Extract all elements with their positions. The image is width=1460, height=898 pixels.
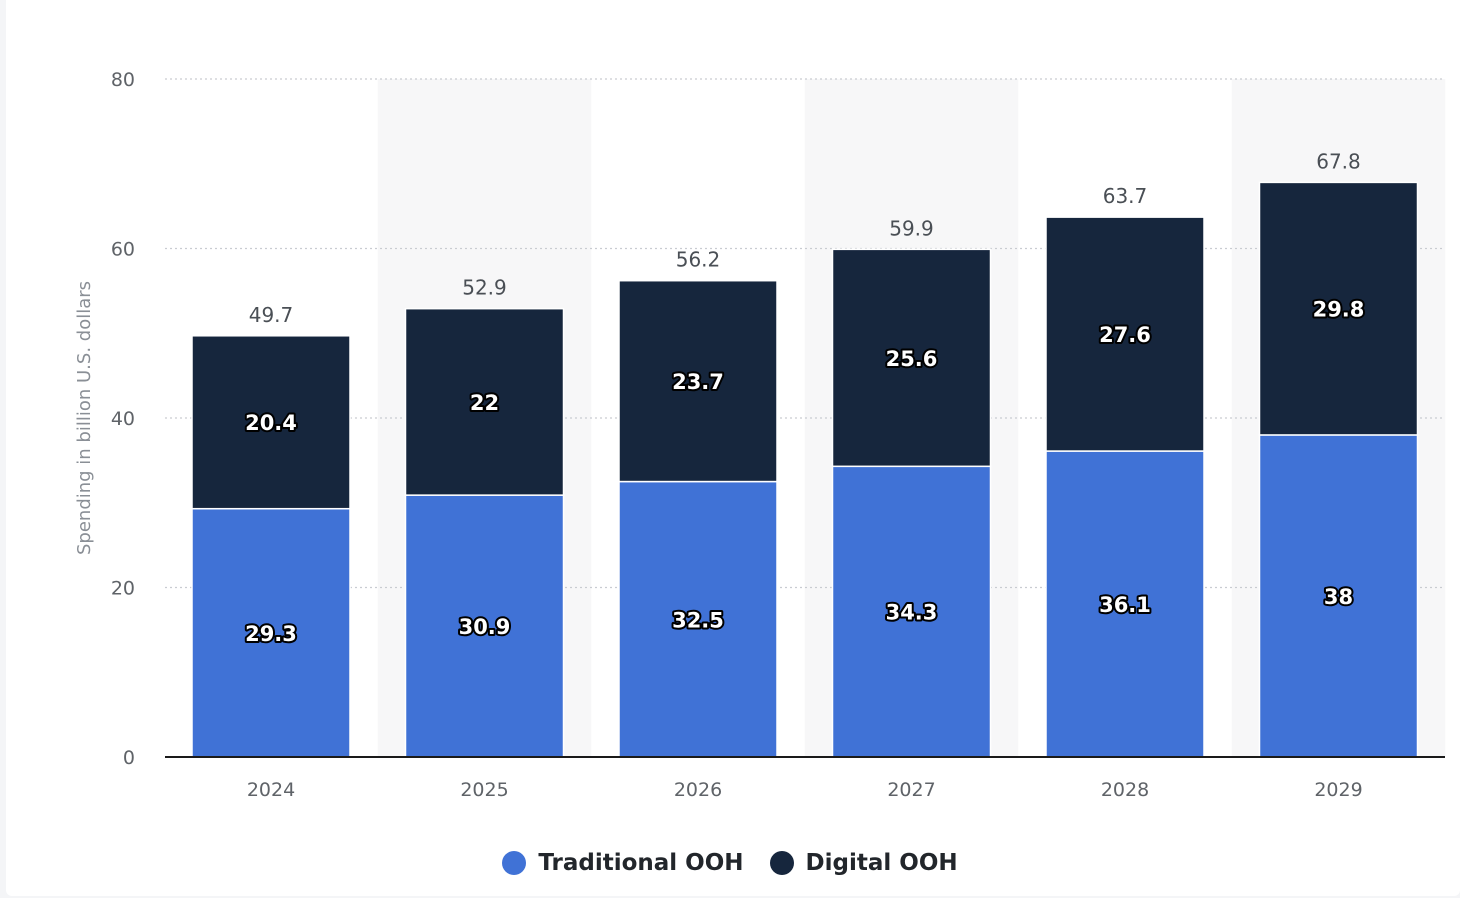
total-label-2029: 67.8 [1316, 149, 1361, 173]
data-label-traditional-ooh-2026: 32.5 [672, 608, 724, 632]
total-label-2027: 59.9 [889, 216, 934, 240]
bars: 29.3 20.4 49.7 30.9 22 52.9 32.5 23.7 56.2 34.3 25… [191, 149, 1419, 758]
bar-digital-ooh-2026 [618, 279, 778, 483]
data-label-digital-ooh-2026: 23.7 [672, 370, 724, 394]
legend-swatch-digital-ooh [769, 851, 794, 875]
data-label-digital-ooh-2025: 22 [470, 391, 499, 415]
bar-traditional-ooh-2027 [831, 465, 992, 758]
bar-traditional-ooh-2025 [404, 494, 565, 758]
legend-item-traditional-ooh[interactable]: Traditional OOH [502, 850, 744, 876]
x-tick-label-2029: 2029 [1314, 779, 1362, 801]
x-tick-label-2024: 2024 [247, 779, 295, 801]
bar-digital-ooh-2029 [1258, 181, 1419, 436]
y-axis-label: Spending in billion U.S. dollars [74, 281, 95, 555]
y-tick-label-0: 0 [123, 747, 135, 769]
y-tick-label-20: 20 [111, 578, 135, 600]
total-label-2026: 56.2 [676, 248, 721, 272]
bar-digital-ooh-2027 [831, 248, 992, 468]
legend: Traditional OOH Digital OOH [0, 850, 1460, 876]
y-tick-label-80: 80 [111, 69, 135, 91]
bar-digital-ooh-2024 [191, 335, 351, 510]
data-label-digital-ooh-2027: 25.6 [886, 347, 938, 371]
data-label-digital-ooh-2028: 27.6 [1099, 323, 1151, 347]
data-label-traditional-ooh-2027: 34.3 [886, 601, 938, 625]
y-tick-label-60: 60 [111, 239, 135, 261]
x-tick-label-2027: 2027 [887, 779, 935, 801]
bar-digital-ooh-2025 [404, 307, 565, 496]
legend-label-digital-ooh: Digital OOH [805, 850, 958, 876]
bar-traditional-ooh-2024 [191, 507, 351, 758]
total-label-2028: 63.7 [1103, 184, 1148, 208]
bar-traditional-ooh-2026 [618, 480, 778, 758]
data-label-traditional-ooh-2024: 29.3 [245, 622, 297, 646]
bar-traditional-ooh-2028 [1045, 450, 1205, 758]
data-label-digital-ooh-2024: 20.4 [245, 411, 297, 435]
total-label-2025: 52.9 [462, 276, 507, 300]
data-label-traditional-ooh-2025: 30.9 [459, 615, 511, 639]
x-tick-label-2026: 2026 [674, 779, 722, 801]
legend-item-digital-ooh[interactable]: Digital OOH [769, 850, 958, 876]
legend-swatch-traditional-ooh [502, 851, 527, 875]
data-label-traditional-ooh-2028: 36.1 [1099, 593, 1151, 617]
x-tick-label-2025: 2025 [460, 779, 508, 801]
x-axis-ticks: 2024 2025 2026 2027 2028 2029 [247, 779, 1363, 801]
gridlines [165, 78, 1445, 589]
legend-label-traditional-ooh: Traditional OOH [538, 850, 744, 876]
y-tick-label-40: 40 [111, 408, 135, 430]
bar-digital-ooh-2028 [1045, 216, 1205, 452]
data-label-digital-ooh-2029: 29.8 [1313, 298, 1365, 322]
data-label-traditional-ooh-2029: 38 [1324, 585, 1353, 609]
y-axis-ticks: 0 20 40 60 80 [111, 69, 135, 769]
x-tick-label-2028: 2028 [1101, 779, 1149, 801]
bar-traditional-ooh-2029 [1258, 434, 1419, 758]
total-label-2024: 49.7 [249, 303, 294, 327]
